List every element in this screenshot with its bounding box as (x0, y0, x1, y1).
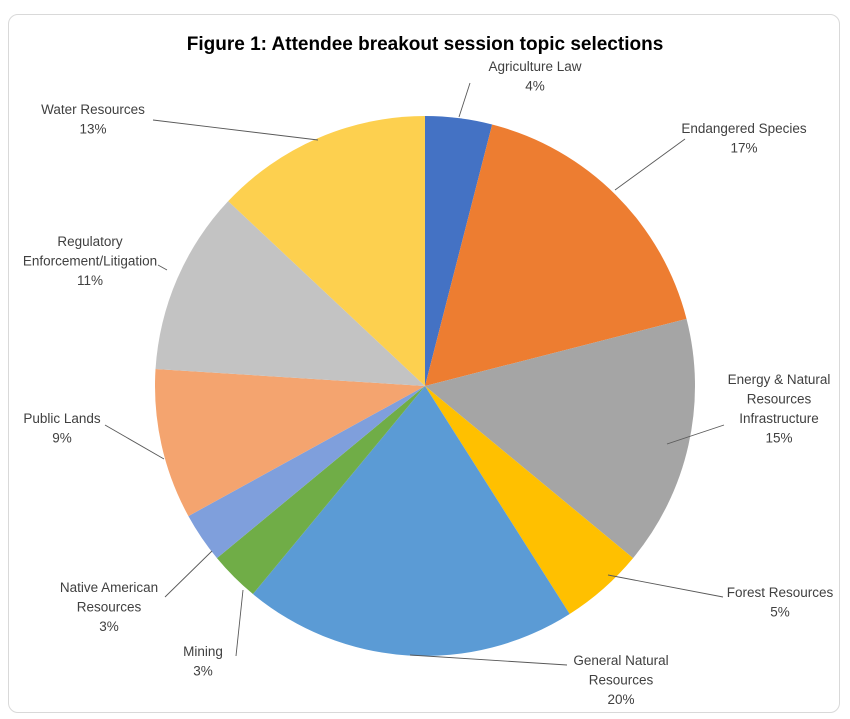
slice-label: Regulatory Enforcement/Litigation 11% (23, 234, 157, 288)
slice-percent: 5% (770, 605, 790, 620)
slice-label-line: Endangered Species (681, 121, 807, 136)
slice-percent: 3% (193, 664, 213, 679)
slice-label-line: Water Resources (41, 102, 145, 117)
slice-label-line: Resources (589, 673, 654, 688)
slice-label: Native American Resources 3% (60, 580, 158, 634)
slice-label-line: Resources (747, 392, 812, 407)
slice-labels: Agriculture Law 4%Endangered Species 17%En… (23, 59, 834, 707)
slice-label-line: Resources (77, 600, 142, 615)
slice-label-line: Public Lands (23, 411, 101, 426)
leader-line (614, 138, 686, 191)
slice-label: Agriculture Law 4% (488, 59, 581, 94)
leader-line (164, 550, 213, 598)
leader-line (152, 119, 319, 141)
chart-title: Figure 1: Attendee breakout session topi… (187, 34, 664, 55)
slice-label: Public Lands 9% (23, 411, 101, 446)
slice-label-line: Regulatory (57, 234, 123, 249)
pie-slice-native-american-resources (188, 386, 425, 559)
pie-slice-mining (216, 386, 425, 595)
leader-line (235, 589, 244, 657)
slice-label: Water Resources 13% (41, 102, 145, 137)
leader-line (666, 424, 725, 445)
slice-percent: 4% (525, 79, 545, 94)
pie-slice-water-resources (228, 116, 425, 386)
slice-label-line: Mining (183, 644, 223, 659)
slice-label: Mining 3% (183, 644, 223, 679)
leader-line (458, 82, 471, 118)
slice-label: Energy & Natural Resources Infrastructure 1… (728, 372, 831, 446)
pie-slice-agriculture-law (425, 116, 493, 386)
slice-percent: 15% (765, 431, 792, 446)
slice-percent: 9% (52, 431, 72, 446)
pie-slice-public-lands (154, 369, 426, 517)
slice-percent: 11% (77, 273, 103, 288)
pie-slice-energy-natural-resources-infrastructure (425, 318, 696, 559)
slice-label-line: Native American (60, 580, 158, 595)
slice-label-line: Infrastructure (739, 411, 819, 426)
leader-line (157, 264, 168, 271)
pie-slice-regulatory-enforcement-litigation (155, 201, 425, 386)
leader-line (104, 424, 165, 460)
slice-percent: 20% (607, 692, 634, 707)
leader-line (607, 574, 724, 598)
slice-label-line: General Natural (573, 653, 668, 668)
slice-percent: 3% (99, 619, 119, 634)
slice-label-line: Enforcement/Litigation (23, 254, 157, 269)
pie-slice-general-natural-resources (252, 386, 570, 656)
slice-label-line: Agriculture Law (488, 59, 581, 74)
leader-line (409, 654, 568, 666)
slice-percent: 13% (79, 122, 106, 137)
slice-percent: 17% (730, 141, 757, 156)
slice-label: Endangered Species 17% (681, 121, 807, 156)
slice-label-line: Energy & Natural (728, 372, 831, 387)
slice-label: General Natural Resources 20% (573, 653, 668, 707)
slice-label: Forest Resources 5% (727, 585, 834, 620)
leader-lines (104, 82, 725, 666)
pie-slices (154, 116, 696, 656)
slice-label-line: Forest Resources (727, 585, 834, 600)
pie-slice-endangered-species (425, 124, 687, 386)
pie-slice-forest-resources (425, 386, 634, 614)
